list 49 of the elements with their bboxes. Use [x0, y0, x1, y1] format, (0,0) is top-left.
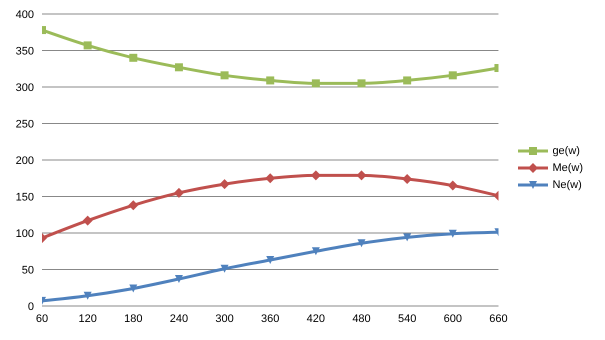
point [129, 54, 138, 62]
x-tick-label: 60 [36, 312, 48, 325]
point [174, 188, 184, 198]
y-tick-label: 250 [16, 118, 34, 130]
point [82, 216, 93, 226]
x-tick-label: 660 [489, 312, 508, 325]
point [220, 179, 230, 190]
x-tick-label: 360 [261, 312, 280, 325]
point [128, 200, 138, 210]
x-tick-label: 540 [398, 312, 416, 325]
point [448, 71, 457, 80]
point [174, 63, 183, 72]
legend-label: Ne(w) [552, 179, 582, 191]
y-tick-label: 400 [16, 8, 34, 21]
point [265, 173, 276, 184]
x-tick-label: 420 [306, 312, 326, 325]
point [84, 292, 92, 300]
y-tick-label: 0 [28, 300, 34, 313]
x-tick-label: 180 [124, 312, 142, 325]
x-tick-label: 480 [352, 312, 371, 325]
point [220, 71, 229, 80]
point [358, 79, 366, 88]
legend-label: ge(w) [552, 145, 580, 157]
point [266, 76, 274, 84]
x-tick-label: 240 [170, 312, 188, 325]
y-tick-label: 100 [16, 228, 34, 240]
point [266, 256, 274, 264]
x-tick-label: 300 [215, 312, 234, 325]
point [174, 274, 183, 283]
point [358, 239, 366, 248]
point [310, 170, 321, 180]
x-tick-label: 600 [444, 312, 462, 325]
y-tick-label: 300 [16, 82, 34, 94]
x-tick-label: 120 [78, 312, 97, 325]
y-tick-label: 200 [16, 154, 34, 167]
point [220, 264, 229, 273]
point [402, 174, 412, 184]
y-tick-label: 150 [16, 191, 34, 204]
y-tick-label: 350 [16, 45, 34, 58]
point [403, 76, 412, 84]
point [403, 233, 412, 242]
point [448, 180, 458, 191]
point [312, 247, 320, 256]
legend-label: Me(w) [552, 162, 583, 174]
point [312, 79, 320, 88]
point [129, 284, 138, 292]
point [448, 230, 457, 238]
y-tick-label: 50 [22, 264, 34, 276]
point [84, 41, 92, 50]
